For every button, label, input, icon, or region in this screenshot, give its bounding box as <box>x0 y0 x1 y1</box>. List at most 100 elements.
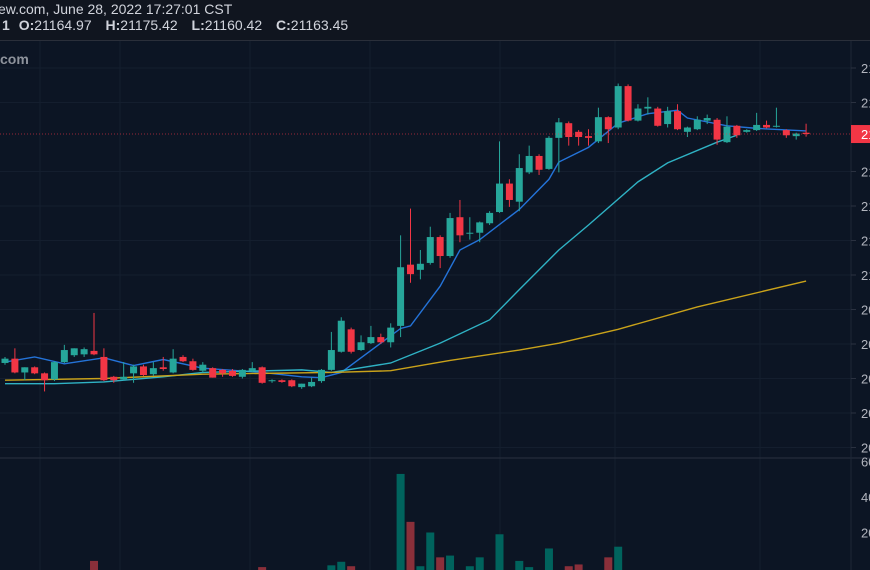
candle-body <box>683 127 691 132</box>
candle-body <box>505 183 513 200</box>
chart-header: ew.com, June 28, 2022 17:27:01 CST 1 O:2… <box>0 0 870 41</box>
price-axis-label: 20880 <box>861 372 870 387</box>
candle-body <box>674 111 682 130</box>
candle-body <box>693 119 701 130</box>
candle <box>545 136 553 170</box>
candle <box>100 348 108 382</box>
price-axis-label: 21000 <box>861 268 870 283</box>
candle-body <box>782 130 790 136</box>
candle <box>377 333 385 344</box>
candle <box>802 123 810 137</box>
candle-body <box>644 106 652 109</box>
candle-body <box>614 86 622 128</box>
candle-body <box>456 217 464 236</box>
candle <box>515 154 523 212</box>
candle-body <box>802 132 810 135</box>
candle <box>268 379 276 383</box>
candle <box>258 366 266 384</box>
candle-body <box>792 133 800 137</box>
candle-body <box>753 124 761 131</box>
candle <box>624 84 632 122</box>
candle <box>763 120 771 129</box>
candle-body <box>130 366 138 374</box>
volume-axis-label: 40 <box>861 490 870 505</box>
candle-body <box>189 361 197 370</box>
candle-body <box>238 369 246 377</box>
candle-body <box>466 232 474 234</box>
candle-body <box>387 327 395 343</box>
volume-bar <box>436 557 445 570</box>
volume-bar <box>604 557 613 570</box>
volume-bar <box>544 548 553 570</box>
candle-body <box>199 364 207 371</box>
candle-body <box>219 369 227 374</box>
close-value: 21163.45 <box>290 17 349 33</box>
candle-body <box>624 86 632 121</box>
candle <box>50 361 58 382</box>
candle-body <box>367 337 375 344</box>
candle <box>466 217 474 240</box>
watermark: com <box>0 51 29 67</box>
candle <box>664 106 672 128</box>
candle <box>337 317 345 353</box>
candle <box>209 367 217 378</box>
moving-average-line <box>4 109 807 379</box>
candle <box>219 369 227 377</box>
candle <box>693 116 701 131</box>
candle-body <box>703 118 711 121</box>
candle <box>713 118 721 145</box>
candle <box>199 362 207 373</box>
price-axis-label: 20920 <box>861 337 870 352</box>
candle <box>505 179 513 207</box>
ohlc-legend: 1 O:21164.97 H:21175.42 L:21160.42 C:211… <box>2 17 358 33</box>
candle-body <box>11 358 19 373</box>
candle <box>654 106 662 127</box>
candle-body <box>90 350 98 355</box>
candle <box>733 124 741 138</box>
candle <box>456 199 464 243</box>
candle <box>31 366 39 375</box>
candle-body <box>426 237 434 263</box>
candle-body <box>327 350 335 370</box>
candle-body <box>337 320 345 352</box>
candle <box>80 347 88 357</box>
candle <box>41 372 49 392</box>
candle <box>743 129 751 133</box>
candle <box>238 369 246 379</box>
candle-body <box>743 130 751 132</box>
candle-body <box>604 117 612 130</box>
candle-body <box>525 155 533 173</box>
candle-body <box>772 125 780 127</box>
current-price-badge <box>851 125 870 144</box>
volume-bar <box>495 534 504 570</box>
candle-body <box>31 367 39 374</box>
candle <box>317 369 325 383</box>
candle-body <box>733 125 741 136</box>
low-value: 21160.42 <box>204 17 263 33</box>
candle-body <box>634 108 642 121</box>
volume-bar <box>446 555 455 570</box>
close-label: C: <box>276 17 291 33</box>
low-label: L: <box>191 17 205 33</box>
candle <box>149 362 157 376</box>
volume-bar <box>426 532 435 570</box>
candle-body <box>278 380 286 382</box>
candle-body <box>258 367 266 383</box>
candle <box>565 121 573 146</box>
candle-body <box>357 342 365 351</box>
candle <box>594 107 602 144</box>
candle-body <box>377 337 385 343</box>
candle-body <box>406 264 414 275</box>
candle-body <box>763 124 771 128</box>
candle <box>486 211 494 225</box>
candle <box>367 325 375 344</box>
candle-body <box>486 212 494 224</box>
candle-body <box>535 155 543 170</box>
volume-bar <box>416 566 425 570</box>
candle-body <box>60 350 68 363</box>
price-axis-label: 21080 <box>861 199 870 214</box>
candle-body <box>565 123 573 137</box>
volume-bar <box>396 473 405 570</box>
candle <box>585 129 593 146</box>
